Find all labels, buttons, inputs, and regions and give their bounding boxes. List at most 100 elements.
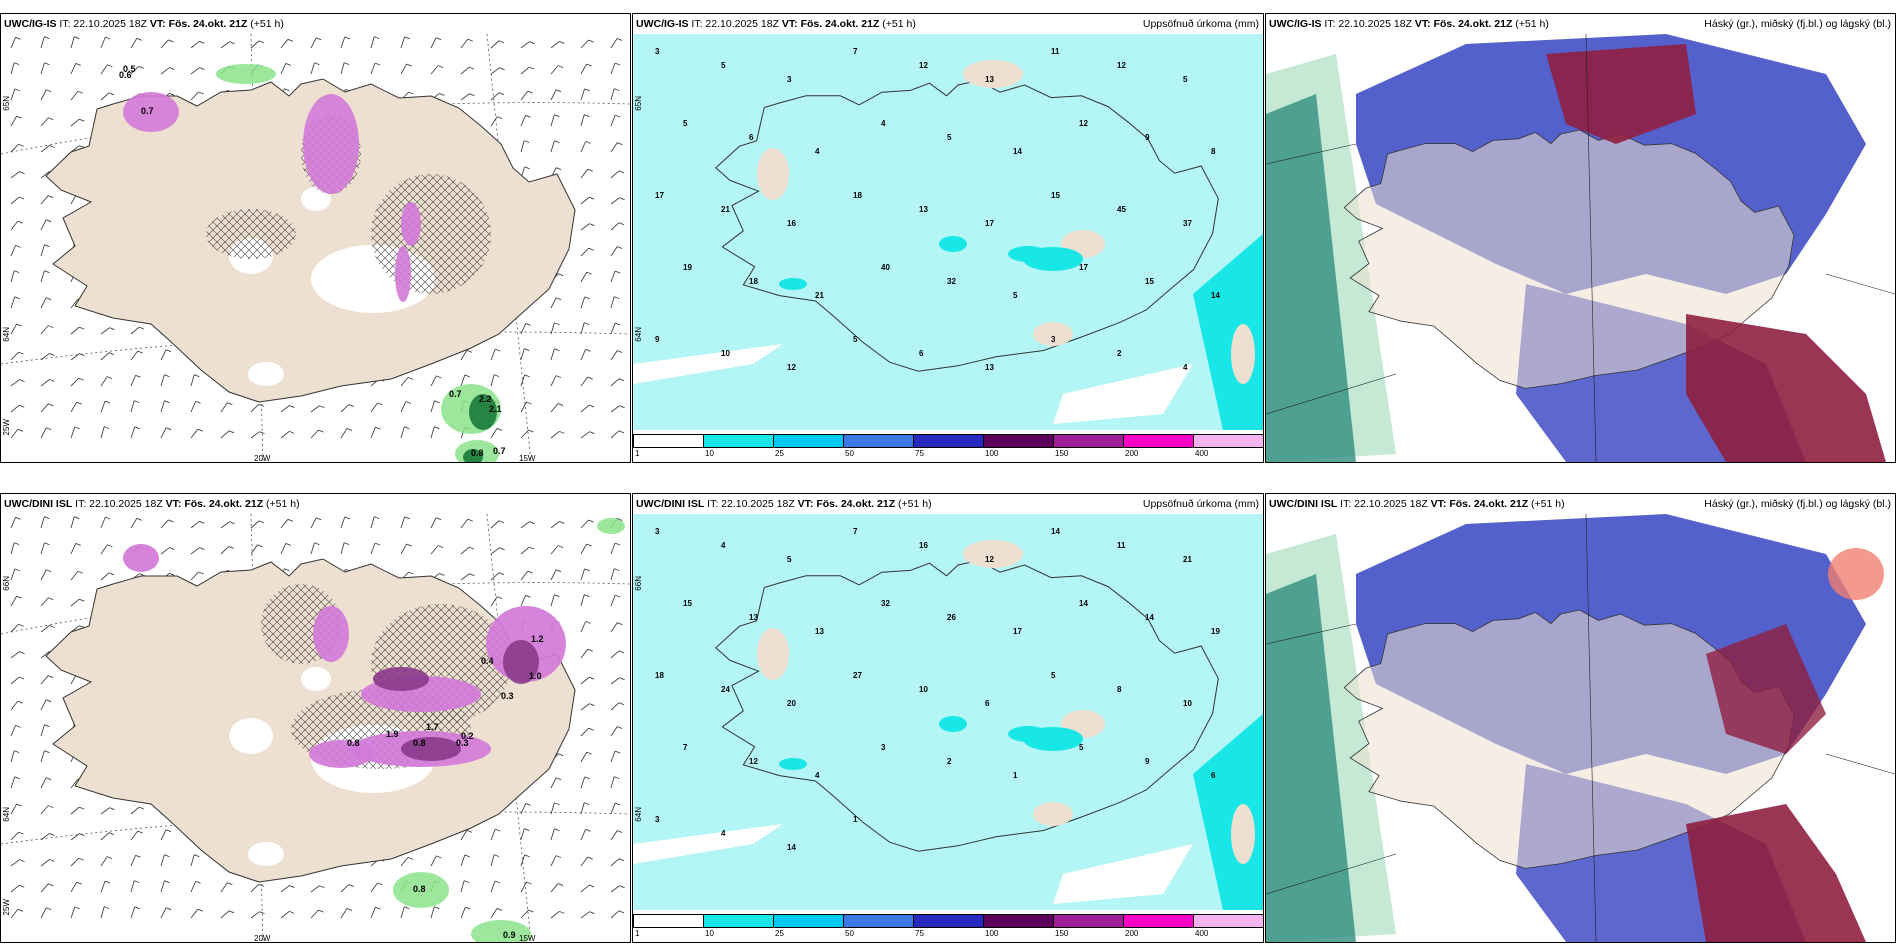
precip-value-label: 5 [1013,291,1018,300]
wind-barb [520,348,525,361]
wind-barb-flag [79,326,85,330]
precip-value-label: 16 [919,541,928,550]
terrain-hatch [371,174,491,294]
wind-barb-flag [375,426,381,430]
lon-label-15w: 15W [519,454,536,463]
wind-barb [580,568,586,581]
wind-barb [160,519,169,529]
wind-barb [490,880,496,893]
wind-barb-flag [195,880,201,884]
wind-barb-flag [287,518,294,522]
precip-panel-dini: UWC/DINI ISL IT: 22.10.2025 18Z VT: Fös.… [632,493,1264,943]
precip-value-label: 0.8 [347,738,360,748]
wind-barb-flag [47,325,54,329]
wind-barb [280,405,290,413]
glacier-myrdalsjokull [248,842,284,866]
lat-label-mid: 64N [2,807,11,822]
precip-value-label: 12 [787,363,796,372]
wind-barb-flag [469,66,475,70]
wind-barb [190,547,200,555]
snow-area [401,202,421,246]
wind-barb-flag [618,170,625,174]
wind-barb [10,351,19,361]
wind-barb [490,428,498,439]
wind-barb [340,542,345,555]
wind-barb [460,854,466,867]
wind-barb-flag [586,543,592,547]
wind-barb [70,326,80,335]
wind-barb [100,352,110,361]
colorbar-tick-label: 1 [635,929,640,938]
wind-barb-flag [494,880,501,884]
wind-barb-flag [44,270,50,274]
wind-barb-flag [18,623,24,627]
wind-barb-flag [165,427,172,431]
lat-label-mid: 64N [2,327,11,342]
wind-barb-flag [618,702,625,706]
panel-header: UWC/IG-IS IT: 22.10.2025 18Z VT: Fös. 24… [1,14,630,34]
colorbar-swatch [633,914,704,928]
wind-barb-flag [104,400,111,404]
wind-barb-flag [47,805,54,809]
precip-value-label: 5 [1051,671,1056,680]
wind-barb-flag [257,544,263,548]
wind-barb-flag [109,327,115,331]
wind-barb [370,36,375,49]
graticule-line [1585,34,1597,462]
wind-barb-flag [17,220,23,224]
wind-barb [160,854,165,867]
wind-barb [400,426,405,439]
wind-barb [430,545,439,555]
colorbar-tick-label: 10 [705,929,714,938]
wind-barb [490,92,500,101]
graticule-line [1266,143,1357,165]
wind-barb-flag [554,348,560,352]
wind-barb-flag [44,724,50,728]
wind-barb [10,270,15,283]
wind-barb [340,428,348,439]
wind-barb-flag [79,353,85,357]
wind-barb-flag [165,349,172,353]
wind-barb-flag [617,246,623,249]
wind-barb-flag [436,855,442,859]
wind-barb-flag [198,571,204,575]
wind-barb-flag [46,907,52,911]
wind-barb-flag [617,726,623,729]
wind-barb [40,325,49,335]
precip-value-label: 32 [881,599,890,608]
wind-barb-flag [586,63,592,67]
wind-barb-flag [164,400,170,404]
wind-barb [10,379,20,387]
wind-barb-flag [584,88,590,92]
no-precip-area [1033,802,1073,826]
wind-barb-flag [229,521,235,525]
wind-barb [490,572,500,581]
wind-barb-flag [18,351,24,355]
wind-barb [10,37,16,49]
wind-barb-flag [377,882,383,886]
wind-barb-flag [74,36,80,40]
wind-barb-flag [404,516,410,520]
wind-barb-flag [437,65,444,69]
wind-barb-flag [588,727,594,731]
wind-barb [370,516,375,529]
wind-barb [280,911,290,919]
wind-barb-flag [558,273,564,277]
wind-barb [10,88,16,101]
wind-barb [10,568,16,581]
wind-barb [610,378,620,387]
wind-barb [10,776,16,789]
precip-patch [779,758,807,770]
wind-barb [310,517,317,529]
colorbar-swatch [633,434,704,448]
wind-barb-flag [495,348,501,352]
wind-barb [160,880,165,893]
wind-barb [340,908,348,919]
wind-barb [520,140,525,153]
wind-barb [610,88,615,101]
wind-barb [430,37,437,49]
wind-barb [40,195,49,205]
wind-barb-flag [48,883,54,887]
wind-barb-flag [464,374,471,378]
wind-barb-flag [557,65,564,69]
